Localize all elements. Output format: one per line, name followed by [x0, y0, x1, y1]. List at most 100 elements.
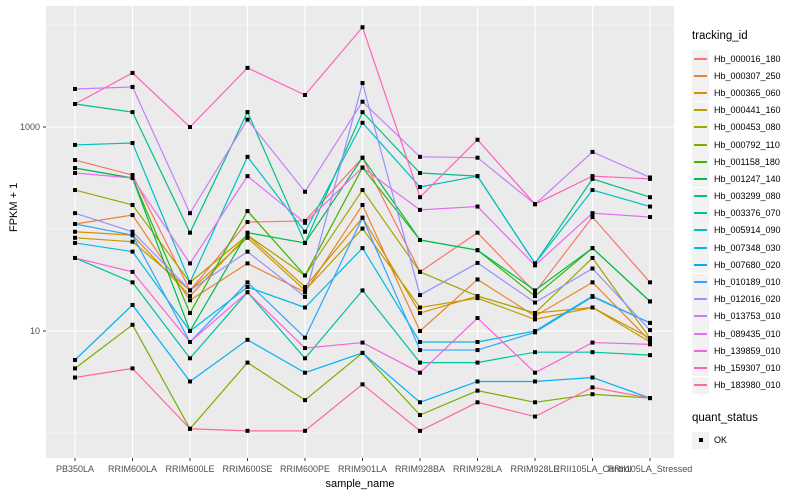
legend-key-icon: [692, 221, 709, 239]
data-point: [130, 239, 135, 244]
data-point: [245, 110, 250, 115]
data-point: [475, 260, 480, 265]
data-point: [418, 185, 422, 190]
data-point: [130, 176, 135, 181]
data-point: [590, 340, 595, 345]
data-point: [73, 240, 77, 245]
data-point: [418, 311, 422, 316]
x-tick-label: RRIM901LA: [338, 464, 387, 474]
data-point: [73, 211, 77, 216]
data-point: [475, 204, 480, 209]
data-point: [73, 366, 77, 371]
data-point: [418, 154, 422, 159]
legend-item-label: Hb_001247_140: [714, 173, 781, 184]
data-point: [590, 294, 595, 299]
legend-item-Hb_139859_010: Hb_139859_010: [692, 342, 800, 360]
data-point: [188, 340, 192, 345]
legend-key-icon: [692, 342, 709, 360]
data-point: [648, 340, 652, 345]
data-point: [130, 322, 135, 327]
data-point: [648, 342, 652, 347]
data-point: [533, 350, 537, 355]
legend-item-label: Hb_000307_250: [714, 70, 781, 81]
data-point: [360, 165, 365, 170]
x-tick-label: RRII105LA_Control: [553, 464, 631, 474]
legend-key-icon: [692, 376, 709, 394]
data-point: [130, 140, 135, 145]
legend-line-swatch: [694, 195, 707, 198]
legend-line-swatch: [694, 332, 707, 335]
data-point: [245, 65, 250, 70]
data-point: [590, 392, 595, 397]
legend-line-swatch: [694, 384, 707, 387]
data-point: [418, 171, 422, 176]
data-point: [590, 211, 595, 216]
data-point: [303, 220, 307, 225]
data-point: [418, 348, 422, 353]
legend-key-icon: [692, 170, 709, 188]
legend-item-label: Hb_013753_010: [714, 311, 781, 322]
data-point: [188, 288, 192, 293]
legend-key-icon: [692, 84, 709, 102]
data-point: [245, 235, 250, 240]
data-point: [590, 188, 595, 193]
data-point: [130, 233, 135, 238]
data-point: [245, 209, 250, 214]
legend-key-icon: [692, 273, 709, 291]
data-point: [475, 400, 480, 405]
data-point: [418, 400, 422, 405]
y-axis-title: FPKM + 1: [8, 182, 20, 232]
data-point: [73, 142, 77, 147]
data-point: [533, 263, 537, 268]
legend-line-swatch: [694, 126, 707, 129]
data-point: [475, 277, 480, 282]
data-point: [360, 288, 365, 293]
data-point: [303, 346, 307, 351]
data-point: [188, 294, 192, 299]
legend-line-swatch: [694, 57, 707, 60]
x-tick-label: RRIM928LE: [510, 464, 559, 474]
data-point: [533, 202, 537, 207]
legend-item-label: Hb_005914_090: [714, 225, 781, 236]
y-tick-label: 10: [30, 326, 40, 336]
data-point: [73, 166, 77, 171]
legend-item-label: Hb_007348_030: [714, 242, 781, 253]
data-point: [73, 188, 77, 193]
legend-line-swatch: [694, 74, 707, 77]
data-point: [590, 176, 595, 181]
data-point: [590, 255, 595, 260]
data-point: [73, 235, 77, 240]
data-point: [303, 92, 307, 97]
data-point: [533, 294, 537, 299]
data-point: [303, 370, 307, 375]
data-point: [475, 174, 480, 179]
data-point: [475, 296, 480, 301]
data-point: [648, 336, 652, 341]
data-point: [73, 86, 77, 91]
legend-key-icon: [692, 307, 709, 325]
legend-item-Hb_013753_010: Hb_013753_010: [692, 307, 800, 325]
legend-key-icon: [692, 359, 709, 377]
legend-line-swatch: [694, 229, 707, 232]
legend-line-swatch: [694, 263, 707, 266]
data-point: [590, 350, 595, 355]
data-point: [130, 202, 135, 207]
data-point: [648, 328, 652, 333]
data-point: [475, 379, 480, 384]
data-point: [245, 261, 250, 266]
data-point: [303, 229, 307, 234]
data-point: [130, 213, 135, 218]
data-point: [590, 246, 595, 251]
data-point: [590, 149, 595, 154]
data-point: [418, 428, 422, 433]
data-point: [73, 221, 77, 226]
data-point: [130, 269, 135, 274]
legend-line-swatch: [694, 143, 707, 146]
data-point: [533, 414, 537, 419]
data-point: [245, 249, 250, 254]
data-point: [360, 25, 365, 30]
legend-item-label: Hb_007680_020: [714, 259, 781, 270]
point-square-swatch: [698, 438, 703, 443]
legend-item-label: Hb_001158_180: [714, 156, 780, 167]
